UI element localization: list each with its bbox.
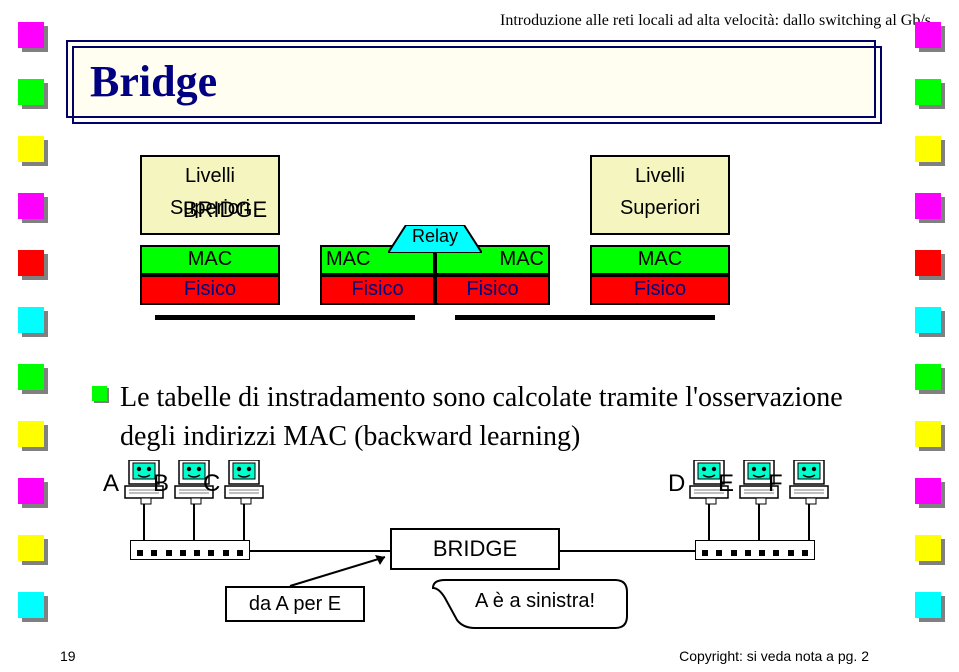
- decor-square: [915, 364, 941, 390]
- decor-square: [18, 535, 44, 561]
- copyright: Copyright: si veda nota a pg. 2: [679, 648, 869, 664]
- decor-square: [18, 364, 44, 390]
- right-superiori-label: Superiori: [590, 197, 730, 220]
- right-mac-label: MAC: [590, 248, 730, 271]
- computer-icon: [223, 460, 269, 511]
- host-label-b: B: [153, 470, 169, 498]
- decor-square: [915, 22, 941, 48]
- packet-box: da A per E: [225, 586, 365, 622]
- decor-square: [915, 79, 941, 105]
- decor-square: [915, 535, 941, 561]
- bridge-device: BRIDGE: [390, 528, 560, 570]
- relay-label: Relay: [388, 226, 482, 247]
- decor-square: [18, 79, 44, 105]
- left-decor-column: [18, 22, 44, 649]
- decor-square: [18, 307, 44, 333]
- decor-square: [18, 478, 44, 504]
- host-label-a: A: [103, 470, 119, 498]
- bullet-text: Le tabelle di instradamento sono calcola…: [120, 378, 880, 456]
- decor-square: [18, 592, 44, 618]
- decor-square: [915, 478, 941, 504]
- decor-square: [18, 136, 44, 162]
- host-label-e: E: [718, 470, 734, 498]
- baseline-right: [455, 315, 715, 320]
- bridge-device-label: BRIDGE: [433, 536, 517, 562]
- packet-arrow: [280, 555, 395, 591]
- stack-diagram: Livelli Superiori MAC Fisico BRIDGE MAC …: [140, 155, 840, 335]
- packet-text: da A per E: [249, 593, 341, 616]
- right-livelli-label: Livelli: [590, 165, 730, 188]
- decor-square: [18, 193, 44, 219]
- bridge-fisico-left-label: Fisico: [320, 278, 435, 301]
- cable: [560, 550, 695, 552]
- decor-square: [915, 193, 941, 219]
- left-fisico-label: Fisico: [140, 278, 280, 301]
- left-mac-label: MAC: [140, 248, 280, 271]
- host-label-c: C: [203, 470, 220, 498]
- decor-square: [915, 136, 941, 162]
- decor-square: [18, 250, 44, 276]
- decor-square: [915, 421, 941, 447]
- speech-text: A è a sinistra!: [475, 590, 595, 613]
- left-livelli-label: Livelli: [140, 165, 280, 188]
- page-title: Bridge: [90, 56, 217, 107]
- page-number: 19: [60, 648, 76, 664]
- page-subtitle: Introduzione alle reti locali ad alta ve…: [500, 12, 931, 30]
- network-diagram: BRIDGE da A per E A è a sinistra! A: [75, 460, 885, 610]
- decor-square: [915, 307, 941, 333]
- bridge-title: BRIDGE: [140, 197, 310, 223]
- decor-square: [18, 22, 44, 48]
- baseline-left: [155, 315, 415, 320]
- right-decor-column: [915, 22, 941, 649]
- decor-square: [915, 250, 941, 276]
- host-label-d: D: [668, 470, 685, 498]
- computer-icon: [788, 460, 834, 511]
- bullet-icon: [92, 386, 107, 401]
- decor-square: [915, 592, 941, 618]
- cable: [250, 550, 390, 552]
- hub-left: [130, 540, 250, 560]
- right-fisico-label: Fisico: [590, 278, 730, 301]
- bridge-fisico-right-label: Fisico: [435, 278, 550, 301]
- host-label-f: F: [768, 470, 783, 498]
- decor-square: [18, 421, 44, 447]
- slide: Introduzione alle reti locali ad alta ve…: [0, 0, 959, 672]
- hub-right: [695, 540, 815, 560]
